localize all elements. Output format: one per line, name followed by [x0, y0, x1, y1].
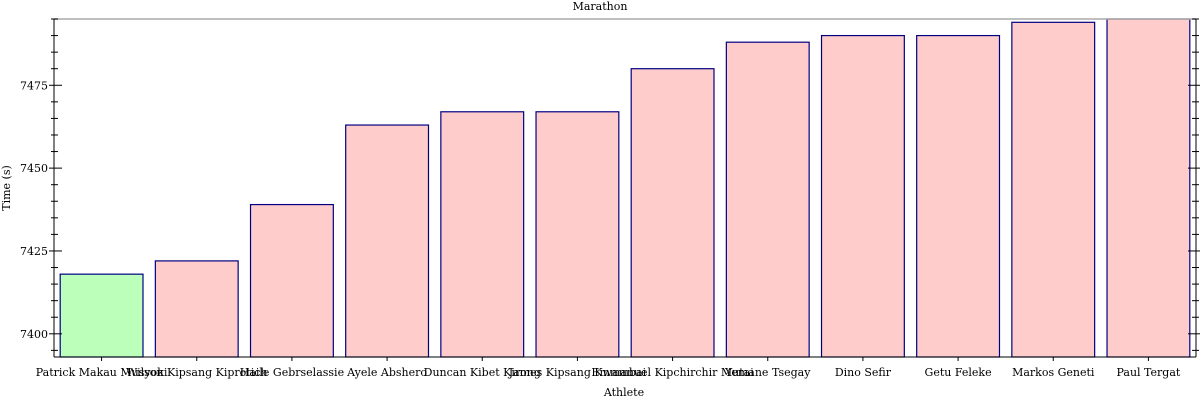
y-tick-label-2: 7425 [20, 245, 48, 258]
x-axis-label: Athlete [603, 386, 644, 399]
bar-12 [1106, 18, 1191, 358]
x-tick-label-4: Ayele Abshero [346, 366, 427, 379]
bar-11 [1011, 21, 1096, 358]
x-tick-label-11: Markos Geneti [1012, 366, 1095, 379]
bar-2 [154, 260, 239, 358]
bar-1 [59, 273, 144, 358]
bars-group [59, 18, 1191, 358]
x-tick-label-7: Emmanuel Kipchirchir Mutai [591, 366, 754, 379]
x-tick-label-10: Getu Feleke [925, 366, 992, 379]
x-tick-label-3: Haile Gebrselassie [240, 366, 344, 379]
x-tick-label-6: James Kipsang Kwambai [508, 366, 647, 379]
bar-8 [725, 41, 810, 358]
bar-3 [249, 203, 334, 358]
x-tick-label-1: Patrick Makau Musyoki [36, 366, 168, 379]
y-axis-label: Time (s) [0, 165, 13, 211]
bar-4 [345, 124, 430, 358]
x-tick-label-2: Wilson Kipsang Kiprotich [126, 366, 267, 379]
y-tick-label-4: 7475 [20, 79, 48, 92]
bar-9 [820, 34, 905, 358]
bar-10 [916, 34, 1001, 358]
x-tick-label-8: Yemane Tsegay [724, 366, 811, 379]
bar-7 [630, 68, 715, 358]
x-tick-label-5: Duncan Kibet Kirong [424, 366, 541, 379]
bar-5 [440, 111, 525, 358]
x-tick-label-9: Dino Sefir [835, 366, 892, 379]
x-tick-label-12: Paul Tergat [1116, 366, 1180, 379]
y-tick-label-1: 7400 [20, 328, 48, 341]
bar-6 [535, 111, 620, 358]
y-tick-label-3: 7450 [20, 162, 48, 175]
chart-title: Marathon [573, 0, 628, 13]
